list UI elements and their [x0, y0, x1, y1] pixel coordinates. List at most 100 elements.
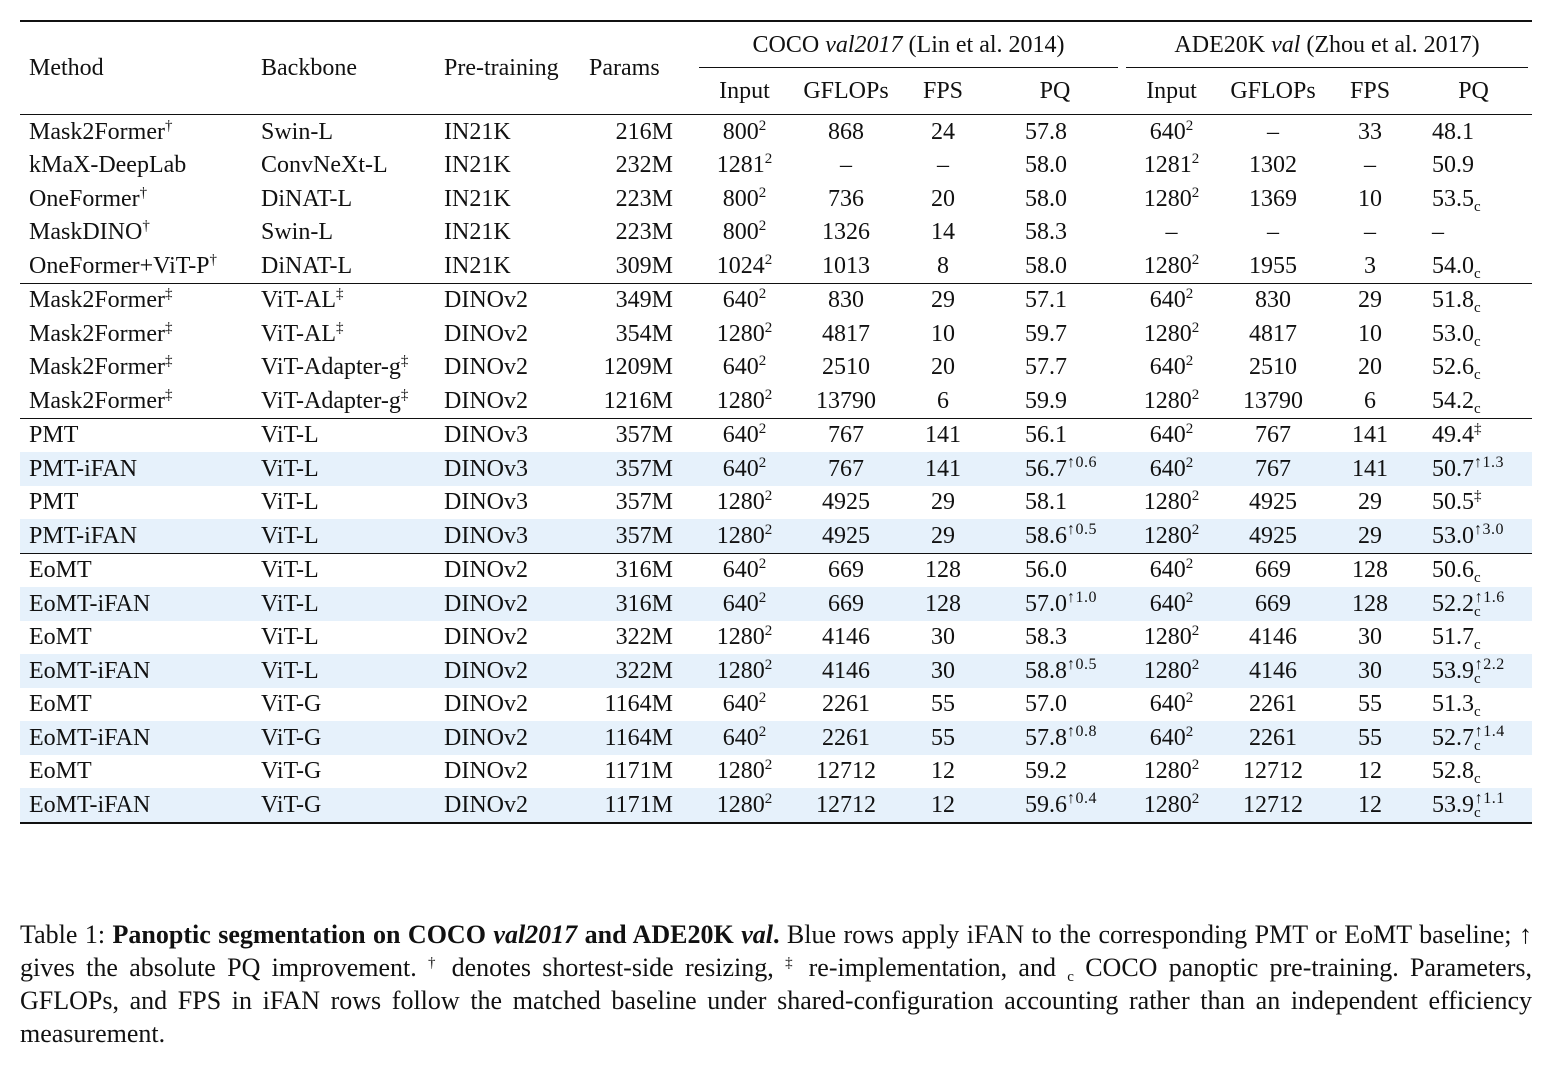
ade-pq-sub: c — [1474, 804, 1481, 821]
table-row: Mask2Former† Swin-L IN21K 216M 8002 868 24 57.8… — [20, 114, 1533, 149]
cell-params: 316M — [580, 587, 695, 621]
ade-input-cell: 6402 — [1122, 417, 1222, 452]
coco-fps-cell: 6 — [937, 387, 949, 414]
ade-input-value: – — [1165, 219, 1178, 246]
cell-params: 357M — [580, 519, 695, 553]
col-params-header: Params — [580, 20, 695, 115]
coco-pq-value: 57.8 — [1025, 118, 1067, 145]
ade-gflops-cell: 4146 — [1249, 624, 1298, 651]
ade-input-cell: 12802 — [1122, 384, 1221, 418]
ade-pq-cell: 51.8c — [1415, 282, 1533, 317]
coco-fps-cell: 14 — [931, 219, 955, 246]
backbone-name: ViT-L — [261, 657, 319, 684]
cell-pretraining: DINOv3 — [444, 489, 528, 516]
coco-gflops-cell: 2261 — [822, 691, 870, 718]
caption-text-3: re-implementation, and — [797, 953, 1068, 982]
coco-input-exp: 2 — [764, 623, 773, 640]
ade-fps-cell: – — [1364, 219, 1377, 246]
table-row: EoMT-iFAN ViT-G DINOv2 1164M 6402 2261 55 57.8↑… — [20, 721, 1533, 755]
coco-input-value: 800 — [722, 118, 759, 145]
table-row: kMaX-DeepLab ConvNeXt-L IN21K 232M 12812– –58… — [20, 149, 1532, 183]
coco-gflops-cell: 4146 — [822, 624, 870, 651]
coco-input-header: Input — [719, 78, 770, 104]
coco-input-cell: 6402 — [695, 721, 794, 755]
coco-fps-cell: 20 — [931, 185, 955, 212]
cell-pretraining: DINOv2 — [444, 320, 528, 347]
coco-pq-sup: ↑0.5 — [1067, 520, 1097, 538]
cell-backbone: DiNAT-L — [252, 182, 435, 216]
method-name: kMaX-DeepLab — [29, 152, 187, 179]
ade-pq-cell: 52.7c↑1.4 — [1415, 721, 1533, 755]
backbone-mark: ‡ — [336, 286, 344, 303]
coco-input-value: 640 — [722, 691, 759, 718]
ade-group-cite: (Zhou et al. 2017) — [1306, 32, 1480, 58]
coco-fps-cell: 20 — [931, 354, 955, 381]
coco-input-value: 640 — [722, 557, 759, 584]
method-name: EoMT-iFAN — [29, 724, 151, 751]
coco-pq-value: 56.7 — [1025, 455, 1067, 482]
coco-group-name: COCO — [752, 32, 820, 58]
ade-group-name: ADE20K — [1174, 32, 1266, 58]
coco-pq-cell: 58.6↑0.5 — [988, 519, 1123, 553]
cell-params: 232M — [615, 152, 673, 179]
ade-input-cell: 6402 — [1122, 114, 1222, 149]
method-mark: ‡ — [164, 286, 173, 303]
table-row: EoMT ViT-L DINOv2 316M 6402 669 128 56.0 6402 669… — [20, 552, 1533, 587]
ade-pq-sup: ↑2.2 — [1474, 655, 1505, 673]
backbone-name: Swin-L — [261, 118, 333, 145]
ade-input-value: 1280 — [1143, 657, 1192, 684]
ade-pq-value: – — [1432, 219, 1445, 246]
coco-input-exp: 2 — [758, 286, 767, 303]
coco-pq-value: 56.1 — [1025, 422, 1067, 449]
coco-pq-cell: 59.2 — [988, 755, 1122, 789]
ade-pq-sub: c — [1474, 333, 1481, 350]
ade-input-value: 1280 — [1143, 522, 1192, 549]
ade-pq-cell: 53.0↑3.0 — [1415, 519, 1533, 553]
ade-gflops-cell: 1302 — [1249, 152, 1298, 179]
ade-pq-cell: 50.7↑1.3 — [1415, 452, 1533, 486]
results-body: Mask2Former† Swin-L IN21K 216M 8002 868 24 57.8… — [20, 114, 1533, 824]
coco-input-value: 800 — [722, 219, 759, 246]
ade-gflops-cell: – — [1267, 219, 1280, 246]
cell-params: 357M — [580, 417, 695, 452]
cell-method: PMT-iFAN — [20, 519, 252, 553]
ade-input-cell: 12802 — [1122, 249, 1221, 283]
ade-gflops-cell: 2510 — [1249, 354, 1298, 381]
backbone-name: Swin-L — [261, 219, 333, 246]
method-name: PMT — [29, 422, 79, 449]
ade-input-value: 640 — [1149, 287, 1186, 314]
ade-input-value: 1280 — [1143, 489, 1192, 516]
ade-fps-cell: 30 — [1358, 624, 1383, 651]
ade-gflops-cell: 12712 — [1243, 758, 1304, 785]
ade-pq-sub: c — [1474, 603, 1481, 620]
backbone-name: ViT-Adapter-g — [261, 387, 401, 414]
ade-pq-value: 53.9 — [1432, 791, 1475, 818]
ade-input-header: Input — [1146, 78, 1197, 104]
cell-method: EoMT — [20, 688, 252, 722]
caption-ddagger: ‡ — [785, 955, 798, 971]
coco-input-exp: 2 — [764, 757, 773, 774]
coco-input-exp: 2 — [758, 690, 767, 707]
cell-pretraining: DINOv2 — [435, 788, 580, 824]
ade-gflops-cell: 767 — [1221, 417, 1326, 452]
ade-gflops-cell: 1369 — [1249, 185, 1298, 212]
cell-backbone: ViT-L — [252, 587, 435, 621]
ade-pq-sup: ↑1.1 — [1474, 789, 1505, 807]
ade-pq-cell: 53.9c↑1.1 — [1415, 788, 1533, 824]
backbone-name: ViT-G — [261, 691, 322, 718]
coco-input-exp: 2 — [758, 589, 767, 606]
ade-input-exp: 2 — [1191, 521, 1200, 538]
ade-gflops-cell: 4925 — [1221, 519, 1326, 553]
method-name: PMT-iFAN — [29, 522, 138, 549]
method-name: OneFormer — [29, 185, 140, 212]
coco-fps-cell: 55 — [898, 721, 988, 755]
ade-pq-sup: ↑3.0 — [1474, 520, 1505, 538]
coco-fps-cell: 12 — [898, 788, 988, 824]
coco-input-value: 1280 — [716, 489, 765, 516]
ade-input-cell: 12802 — [1122, 621, 1221, 655]
method-name: EoMT-iFAN — [29, 590, 151, 617]
coco-input-cell: 12802 — [695, 654, 794, 688]
coco-pq-sup: ↑1.0 — [1067, 588, 1097, 606]
coco-group-rule — [699, 67, 1119, 68]
ade-gflops-cell: 2261 — [1249, 691, 1298, 718]
